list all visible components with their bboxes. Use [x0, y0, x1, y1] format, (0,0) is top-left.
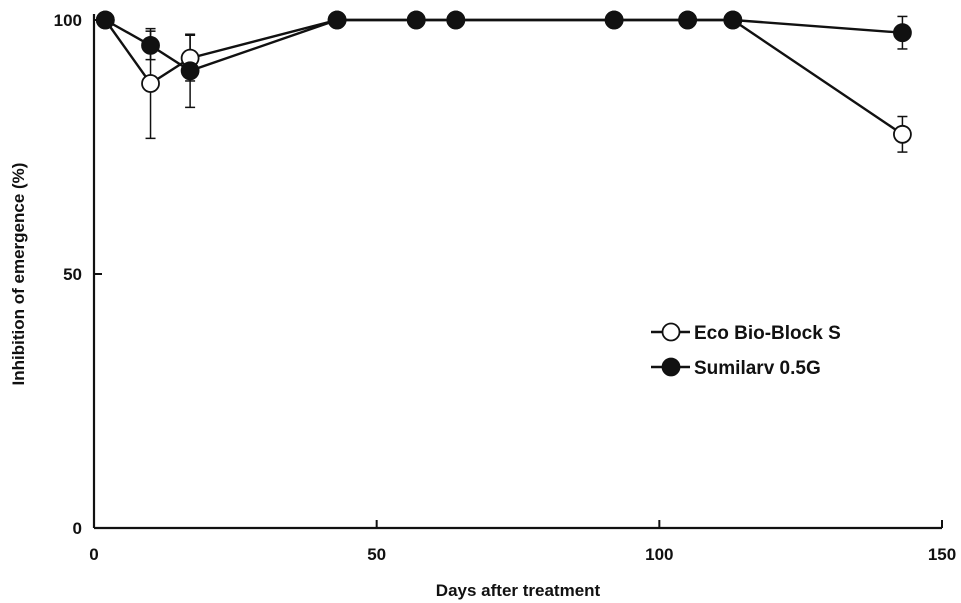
- series-line-sumilarv: [105, 20, 902, 71]
- data-point-sumilarv: [606, 12, 623, 29]
- axis-ticks: 0 50 100 150 0 50 100: [54, 11, 957, 564]
- x-tick-label: 50: [367, 545, 386, 564]
- data-point-eco-bio-block: [894, 126, 911, 143]
- legend: Eco Bio-Block S Sumilarv 0.5G: [651, 323, 841, 379]
- data-point-sumilarv: [408, 12, 425, 29]
- data-point-eco-bio-block: [142, 75, 159, 92]
- y-tick-label: 0: [73, 519, 82, 538]
- data-point-sumilarv: [679, 12, 696, 29]
- error-bars: [146, 16, 908, 152]
- data-markers: [97, 12, 911, 143]
- x-axis-title: Days after treatment: [436, 581, 601, 600]
- x-tick-label: 0: [89, 545, 98, 564]
- axes: [94, 14, 942, 528]
- legend-marker-sumilarv: [663, 359, 680, 376]
- data-point-sumilarv: [142, 37, 159, 54]
- data-point-sumilarv: [182, 62, 199, 79]
- x-tick-label: 150: [928, 545, 956, 564]
- data-point-sumilarv: [724, 12, 741, 29]
- series-lines: [105, 20, 902, 134]
- y-tick-label: 100: [54, 11, 82, 30]
- x-tick-label: 100: [645, 545, 673, 564]
- y-axis-title: Inhibition of emergence (%): [9, 163, 28, 386]
- data-point-sumilarv: [447, 12, 464, 29]
- series-line-eco-bio-block: [105, 20, 902, 134]
- legend-marker-eco-bio-block: [663, 324, 680, 341]
- legend-label-sumilarv: Sumilarv 0.5G: [694, 358, 821, 379]
- data-point-sumilarv: [329, 12, 346, 29]
- data-point-sumilarv: [894, 24, 911, 41]
- legend-label-eco-bio-block: Eco Bio-Block S: [694, 323, 841, 344]
- y-tick-label: 50: [63, 265, 82, 284]
